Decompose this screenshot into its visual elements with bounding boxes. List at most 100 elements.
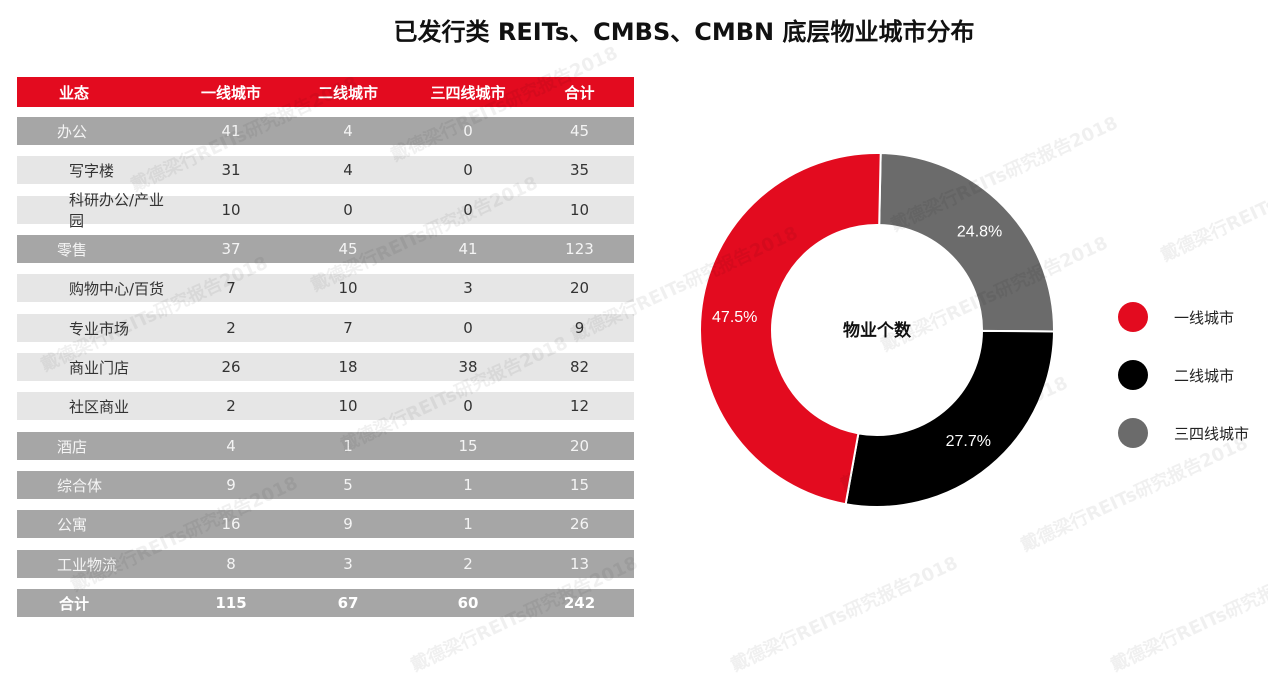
table-row: 写字楼 31 4 0 35 [17, 156, 634, 184]
header-cell: 合计 [564, 83, 595, 102]
value-cell: 45 [338, 240, 358, 258]
watermark: 戴德梁行REITs研究报告2018 [1157, 142, 1268, 267]
value-cell: 9 [574, 319, 585, 337]
value-cell: 3 [463, 279, 473, 297]
value-cell: 123 [565, 240, 594, 258]
value-cell: 2 [226, 319, 236, 337]
value-cell: 18 [338, 358, 358, 376]
donut-slice-二线城市 [844, 329, 1056, 508]
row-label-cell: 专业市场 [69, 319, 130, 338]
donut-chart: 24.8% 27.7% 47.5% 物业个数 [699, 152, 1056, 508]
legend-swatch [1118, 418, 1148, 448]
row-label-cell: 酒店 [57, 437, 88, 456]
legend-item: 一线城市 [1118, 300, 1234, 334]
value-cell: 41 [221, 122, 241, 140]
value-cell: 2 [226, 397, 236, 415]
table-row: 社区商业 2 10 0 12 [17, 392, 634, 420]
value-cell: 242 [563, 594, 596, 612]
value-cell: 26 [569, 515, 590, 533]
value-cell: 4 [343, 161, 353, 179]
header-cell: 业态 [59, 83, 90, 102]
legend-swatch [1118, 302, 1148, 332]
table-row: 科研办公/产业园 10 0 0 10 [17, 191, 634, 230]
row-label-cell: 购物中心/百货 [69, 279, 165, 298]
value-cell: 0 [343, 201, 353, 219]
value-cell: 38 [458, 358, 478, 376]
row-label-cell: 商业门店 [69, 358, 130, 377]
value-cell: 4 [226, 437, 236, 455]
legend-item: 三四线城市 [1118, 416, 1249, 450]
row-label-cell: 办公 [57, 122, 88, 141]
value-cell: 0 [463, 397, 473, 415]
table-row: 综合体 9 5 1 15 [17, 471, 634, 499]
row-label-cell: 零售 [57, 240, 88, 259]
table-row: 零售 37 45 41 123 [17, 235, 634, 263]
value-cell: 82 [569, 358, 590, 376]
donut-slice-一线城市 [699, 152, 882, 506]
row-label-cell: 科研办公/产业园 [69, 191, 165, 230]
value-cell: 10 [221, 201, 241, 219]
value-cell: 10 [338, 279, 358, 297]
value-cell: 10 [569, 201, 590, 219]
value-cell: 20 [569, 279, 590, 297]
value-cell: 4 [343, 122, 353, 140]
donut-center-label: 物业个数 [843, 320, 912, 341]
watermark: 戴德梁行REITs研究报告2018 [1107, 552, 1268, 677]
header-cell: 一线城市 [200, 83, 261, 102]
slice-value-label: 27.7% [946, 433, 991, 450]
value-cell: 16 [221, 515, 241, 533]
table-total-row: 合计 115 67 60 242 [17, 589, 634, 617]
legend-label: 三四线城市 [1174, 424, 1250, 443]
value-cell: 15 [569, 476, 590, 494]
table-row: 酒店 4 1 15 20 [17, 432, 634, 460]
header-cell: 二线城市 [317, 83, 378, 102]
value-cell: 5 [343, 476, 353, 494]
value-cell: 3 [343, 555, 353, 573]
value-cell: 45 [569, 122, 590, 140]
value-cell: 1 [463, 476, 473, 494]
value-cell: 12 [569, 397, 590, 415]
value-cell: 9 [226, 476, 236, 494]
value-cell: 9 [343, 515, 353, 533]
value-cell: 10 [338, 397, 358, 415]
value-cell: 1 [463, 515, 473, 533]
value-cell: 60 [457, 594, 479, 612]
row-label-cell: 公寓 [57, 515, 88, 534]
value-cell: 26 [221, 358, 241, 376]
value-cell: 35 [569, 161, 590, 179]
table-row: 商业门店 26 18 38 82 [17, 353, 634, 381]
value-cell: 0 [463, 319, 473, 337]
value-cell: 0 [463, 161, 473, 179]
value-cell: 13 [569, 555, 590, 573]
value-cell: 2 [463, 555, 473, 573]
table-row: 办公 41 4 0 45 [17, 117, 634, 145]
value-cell: 67 [337, 594, 359, 612]
table-row: 购物中心/百货 7 10 3 20 [17, 274, 634, 302]
value-cell: 41 [458, 240, 478, 258]
row-label-cell: 工业物流 [57, 555, 118, 574]
value-cell: 7 [226, 279, 236, 297]
row-label-cell: 综合体 [57, 476, 103, 495]
slice-value-label: 24.8% [957, 223, 1002, 240]
legend-item: 二线城市 [1118, 358, 1234, 392]
header-cell: 三四线城市 [430, 83, 506, 102]
table-row: 工业物流 8 3 2 13 [17, 550, 634, 578]
value-cell: 0 [463, 201, 473, 219]
value-cell: 8 [226, 555, 236, 573]
value-cell: 20 [569, 437, 590, 455]
table-row: 公寓 16 9 1 26 [17, 510, 634, 538]
value-cell: 1 [343, 437, 353, 455]
value-cell: 0 [463, 122, 473, 140]
donut-slice-三四线城市 [878, 152, 1055, 333]
value-cell: 37 [221, 240, 241, 258]
page-title: 已发行类 REITs、CMBS、CMBN 底层物业城市分布 [393, 18, 975, 46]
value-cell: 7 [343, 319, 353, 337]
table-header-row: 业态 一线城市 二线城市 三四线城市 合计 [17, 77, 634, 107]
row-label-cell: 合计 [59, 594, 90, 613]
value-cell: 31 [221, 161, 241, 179]
value-cell: 115 [215, 594, 247, 612]
legend-swatch [1118, 360, 1148, 390]
value-cell: 15 [458, 437, 478, 455]
row-label-cell: 写字楼 [69, 161, 115, 180]
legend-label: 一线城市 [1174, 308, 1235, 327]
